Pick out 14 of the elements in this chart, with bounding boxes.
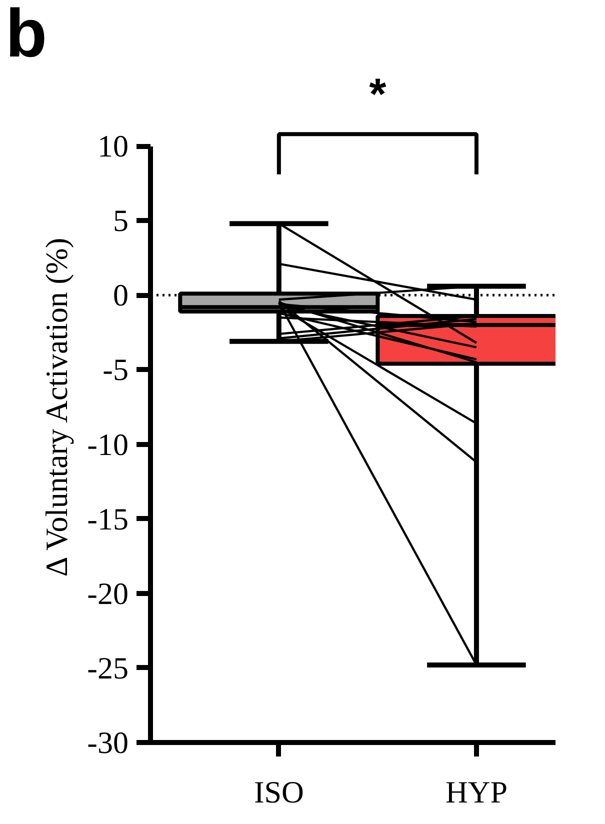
text: *	[369, 70, 388, 120]
x-tick-label: HYP	[445, 774, 508, 810]
y-axis-title: Δ Voluntary Activation (%)	[39, 238, 74, 577]
y-tick-label: -25	[87, 650, 129, 686]
y-tick-label: -5	[102, 352, 129, 388]
y-tick-label: 5	[113, 203, 128, 238]
y-tick-label: -10	[87, 426, 129, 462]
x-tick-label: ISO	[254, 774, 304, 810]
y-tick-label: 0	[113, 278, 128, 313]
y-tick-label: 10	[98, 128, 128, 164]
text: b	[6, 0, 48, 72]
y-tick-label: -15	[87, 501, 129, 536]
y-tick-label: -20	[87, 576, 129, 611]
y-tick-label: -30	[87, 725, 129, 760]
